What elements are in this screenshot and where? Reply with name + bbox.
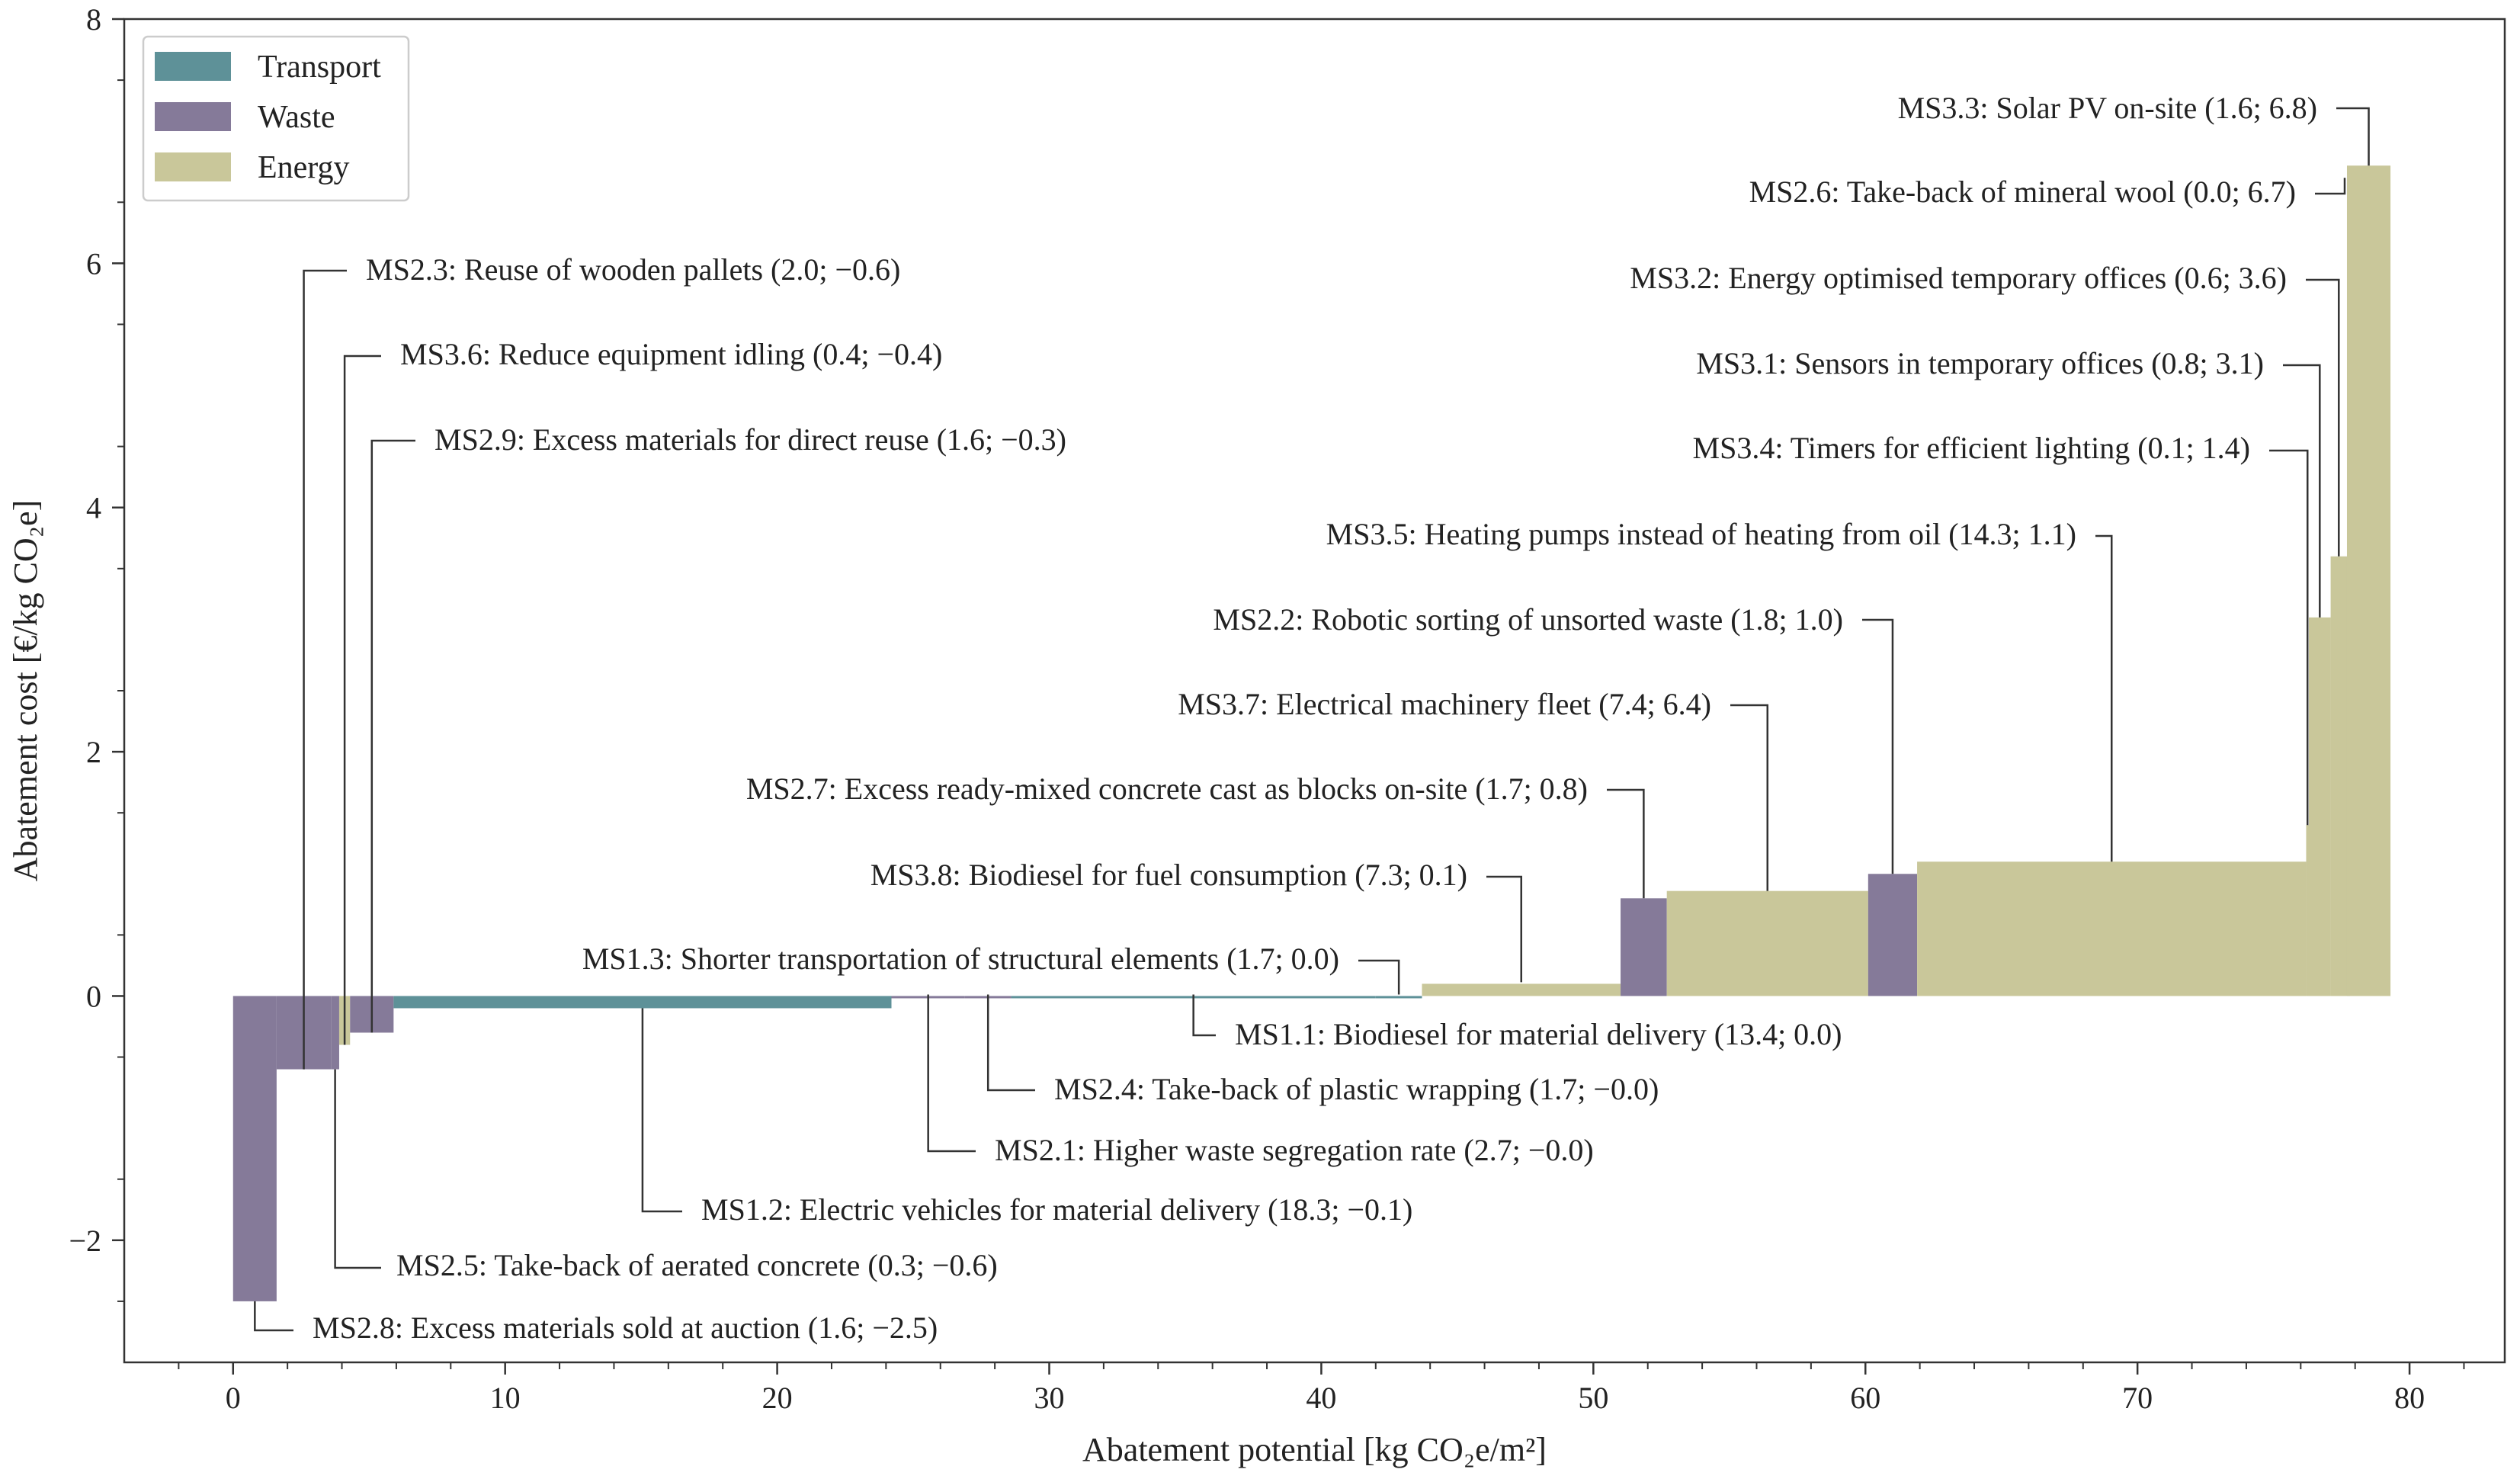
leader-line-ms3-2 <box>2306 278 2340 557</box>
leader-line-ms1-3 <box>1358 959 1400 995</box>
annotation-ms2-8: MS2.8: Excess materials sold at auction … <box>313 1311 938 1345</box>
annotation-ms1-2: MS1.2: Electric vehicles for material de… <box>701 1192 1412 1227</box>
annotation-ms3-2: MS3.2: Energy optimised temporary office… <box>1630 261 2287 295</box>
annotation-ms2-7: MS2.7: Excess ready-mixed concrete cast … <box>746 772 1588 806</box>
leader-line-ms3-5 <box>2095 534 2113 862</box>
bar-ms1-3 <box>1375 996 1422 999</box>
y-tick-label: 8 <box>86 2 101 37</box>
bar-ms3-8 <box>1422 983 1621 996</box>
x-tick-label: 20 <box>762 1381 793 1415</box>
annotation-ms3-7: MS3.7: Electrical machinery fleet (7.4; … <box>1178 687 1711 721</box>
bar-ms3-5 <box>1917 861 2307 996</box>
leader-line-ms1-1 <box>1192 994 1216 1037</box>
bar-ms2-2 <box>1868 874 1918 996</box>
annotation-ms3-4: MS3.4: Timers for efficient lighting (0.… <box>1693 431 2250 465</box>
legend-swatch-waste <box>155 102 231 131</box>
y-axis: −2 0 2 4 6 8 <box>69 2 124 1302</box>
annotation-ms3-8: MS3.8: Biodiesel for fuel consumption (7… <box>870 858 1467 892</box>
bar-ms3-7 <box>1666 890 1868 996</box>
x-tick-label: 70 <box>2122 1381 2153 1415</box>
leader-line-ms1-2 <box>641 1008 682 1213</box>
annotation-ms2-6: MS2.6: Take-back of mineral wool (0.0; 6… <box>1749 175 2296 209</box>
annotation-ms2-9: MS2.9: Excess materials for direct reuse… <box>434 422 1066 457</box>
leader-line-ms2-5 <box>334 1069 381 1269</box>
annotation-ms3-3: MS3.3: Solar PV on-site (1.6; 6.8) <box>1898 91 2317 125</box>
leader-line-ms2-7 <box>1607 788 1645 899</box>
leader-line-ms2-8 <box>254 1301 293 1332</box>
annotation-ms2-2: MS2.2: Robotic sorting of unsorted waste… <box>1213 602 1843 637</box>
bar-ms3-4 <box>2306 825 2310 996</box>
legend-label-energy: Energy <box>258 150 350 185</box>
x-tick-label: 60 <box>1850 1381 1880 1415</box>
legend-swatch-transport <box>155 52 231 81</box>
leader-line-ms3-4 <box>2269 449 2309 826</box>
legend-label-transport: Transport <box>258 50 381 85</box>
y-axis-title: Abatement cost [€/kg CO₂e] <box>7 500 44 881</box>
y-tick-label: 2 <box>86 735 101 769</box>
leader-line-ms3-6 <box>343 355 381 1045</box>
leader-lines-group <box>254 107 2370 1332</box>
bar-ms2-8 <box>232 996 277 1301</box>
y-tick-label: 4 <box>86 491 101 525</box>
x-tick-label: 30 <box>1034 1381 1065 1415</box>
x-tick-label: 50 <box>1578 1381 1608 1415</box>
y-tick-label: 6 <box>86 246 101 281</box>
x-tick-label: 0 <box>226 1381 241 1415</box>
annotations-group: MS2.8: Excess materials sold at auction … <box>313 91 2317 1345</box>
annotation-ms3-6: MS3.6: Reduce equipment idling (0.4; −0.… <box>400 337 942 371</box>
bar-ms3-3 <box>2346 165 2391 996</box>
leader-line-ms2-2 <box>1862 618 1894 874</box>
leader-line-ms3-3 <box>2336 107 2370 166</box>
leader-line-ms2-4 <box>986 994 1035 1092</box>
y-tick-label: −2 <box>69 1224 101 1258</box>
annotation-ms3-1: MS3.1: Sensors in temporary offices (0.8… <box>1696 346 2264 380</box>
bar-ms2-5 <box>331 996 339 1070</box>
bar-ms3-1 <box>2309 617 2331 996</box>
bar-ms3-2 <box>2330 556 2347 996</box>
annotation-ms2-1: MS2.1: Higher waste segregation rate (2.… <box>995 1133 1594 1167</box>
leader-line-ms2-9 <box>370 439 415 1033</box>
annotation-ms2-4: MS2.4: Take-back of plastic wrapping (1.… <box>1054 1072 1659 1106</box>
legend-label-waste: Waste <box>258 100 335 135</box>
leader-line-ms3-1 <box>2283 364 2321 618</box>
annotation-ms1-3: MS1.3: Shorter transportation of structu… <box>582 942 1339 976</box>
leader-line-ms2-6 <box>2315 178 2346 195</box>
x-axis-title: Abatement potential [kg CO₂e/m²] <box>1082 1431 1547 1468</box>
annotation-ms3-5: MS3.5: Heating pumps instead of heating … <box>1326 517 2076 551</box>
annotation-ms1-1: MS1.1: Biodiesel for material delivery (… <box>1235 1017 1842 1051</box>
leader-line-ms2-1 <box>927 994 976 1153</box>
legend: Transport Waste Energy <box>142 35 410 202</box>
leader-line-ms3-8 <box>1486 875 1523 983</box>
x-tick-label: 80 <box>2394 1381 2425 1415</box>
legend-swatch-energy <box>155 152 231 181</box>
bar-ms2-7 <box>1621 898 1667 996</box>
annotation-ms2-3: MS2.3: Reuse of wooden pallets (2.0; −0.… <box>366 252 900 287</box>
annotation-ms2-5: MS2.5: Take-back of aerated concrete (0.… <box>396 1248 998 1282</box>
x-axis: 0 10 20 30 40 50 60 70 80 <box>178 1362 2465 1415</box>
bar-ms1-2 <box>393 996 892 1009</box>
x-tick-label: 40 <box>1306 1381 1336 1415</box>
x-tick-label: 10 <box>490 1381 521 1415</box>
y-tick-label: 0 <box>86 979 101 1013</box>
leader-line-ms2-3 <box>303 269 347 1070</box>
leader-line-ms3-7 <box>1730 704 1769 891</box>
